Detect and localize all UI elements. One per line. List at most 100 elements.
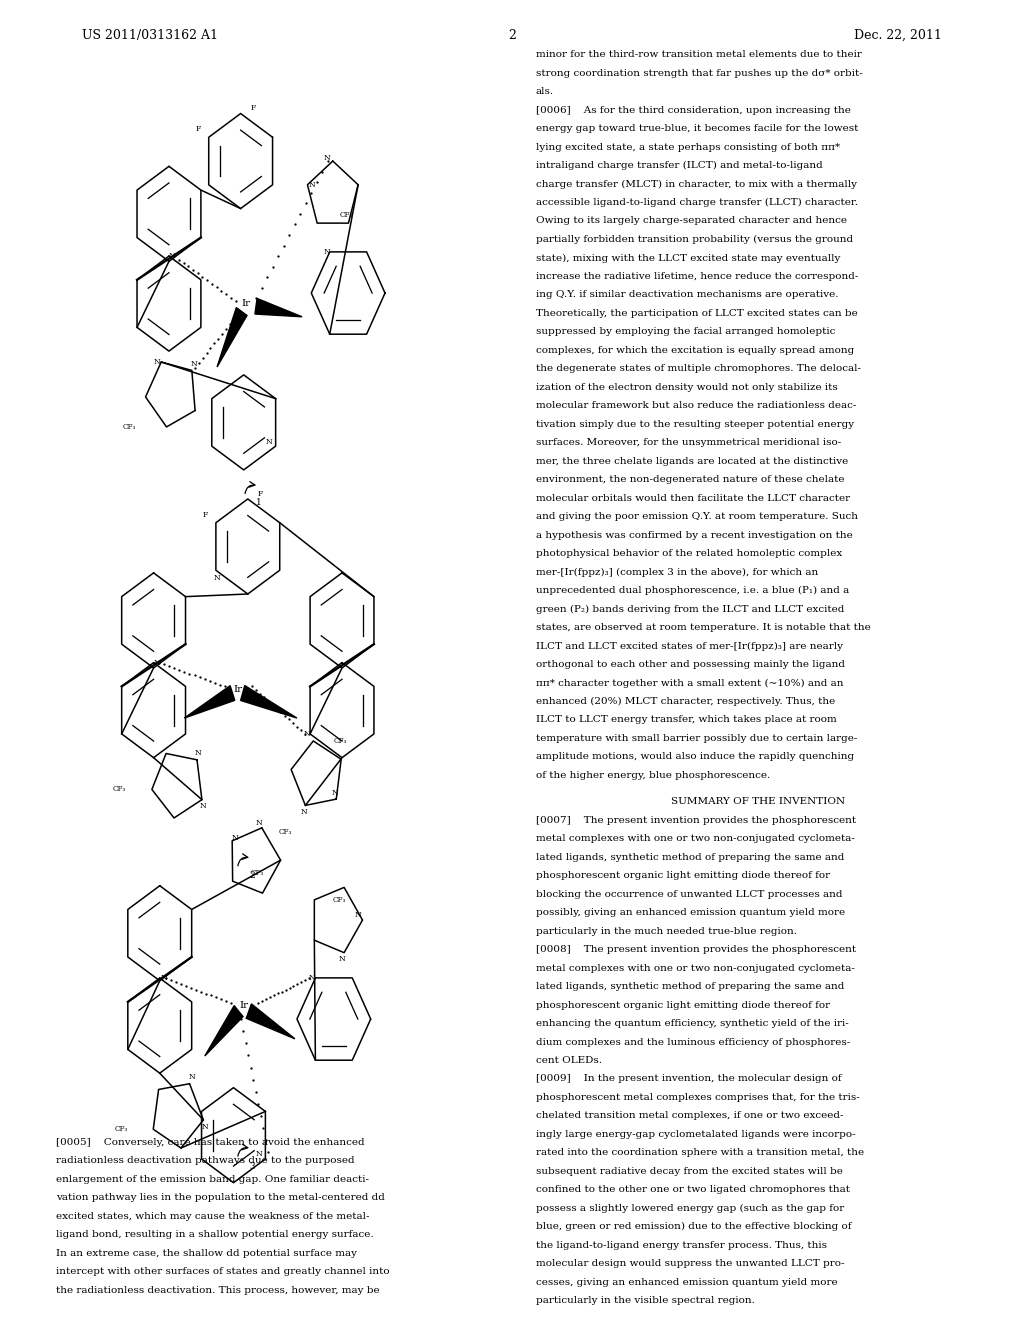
Text: N: N (309, 974, 315, 982)
Text: [0005]    Conversely, care has taken to avoid the enhanced: [0005] Conversely, care has taken to avo… (56, 1138, 365, 1147)
Text: cent OLEDs.: cent OLEDs. (536, 1056, 601, 1065)
Text: CF₃: CF₃ (251, 870, 264, 878)
Text: the radiationless deactivation. This process, however, may be: the radiationless deactivation. This pro… (56, 1286, 380, 1295)
Text: surfaces. Moreover, for the unsymmetrical meridional iso-: surfaces. Moreover, for the unsymmetrica… (536, 438, 841, 447)
Text: N: N (190, 360, 198, 368)
Text: N: N (266, 438, 272, 446)
Text: [0009]    In the present invention, the molecular design of: [0009] In the present invention, the mol… (536, 1074, 841, 1084)
Text: N: N (355, 911, 361, 919)
Text: als.: als. (536, 87, 554, 96)
Text: ingly large energy-gap cyclometalated ligands were incorpo-: ingly large energy-gap cyclometalated li… (536, 1130, 855, 1139)
Text: possess a slightly lowered energy gap (such as the gap for: possess a slightly lowered energy gap (s… (536, 1204, 844, 1213)
Text: phosphorescent organic light emitting diode thereof for: phosphorescent organic light emitting di… (536, 871, 829, 880)
Text: rated into the coordination sphere with a transition metal, the: rated into the coordination sphere with … (536, 1148, 863, 1158)
Text: 2: 2 (249, 871, 255, 880)
Text: Theoretically, the participation of LLCT excited states can be: Theoretically, the participation of LLCT… (536, 309, 857, 318)
Text: [0008]    The present invention provides the phosphorescent: [0008] The present invention provides th… (536, 945, 856, 954)
Text: F: F (203, 511, 208, 519)
Text: metal complexes with one or two non-conjugated cyclometa-: metal complexes with one or two non-conj… (536, 834, 854, 843)
Text: N: N (200, 803, 206, 810)
Text: N: N (304, 730, 310, 738)
Text: excited states, which may cause the weakness of the metal-: excited states, which may cause the weak… (56, 1212, 370, 1221)
Text: 1: 1 (256, 498, 262, 507)
Text: molecular framework but also reduce the radiationless deac-: molecular framework but also reduce the … (536, 401, 856, 411)
Text: F: F (196, 125, 201, 133)
Text: N: N (195, 750, 202, 758)
Text: energy gap toward true-blue, it becomes facile for the lowest: energy gap toward true-blue, it becomes … (536, 124, 858, 133)
Text: of the higher energy, blue phosphorescence.: of the higher energy, blue phosphorescen… (536, 771, 770, 780)
Text: charge transfer (MLCT) in character, to mix with a thermally: charge transfer (MLCT) in character, to … (536, 180, 856, 189)
Text: ππ* character together with a small extent (~10%) and an: ππ* character together with a small exte… (536, 678, 843, 688)
Text: orthogonal to each other and possessing mainly the ligand: orthogonal to each other and possessing … (536, 660, 845, 669)
Text: mer, the three chelate ligands are located at the distinctive: mer, the three chelate ligands are locat… (536, 457, 848, 466)
Text: N: N (256, 1150, 262, 1158)
Text: enhanced (20%) MLCT character, respectively. Thus, the: enhanced (20%) MLCT character, respectiv… (536, 697, 835, 706)
Text: lying excited state, a state perhaps consisting of both ππ*: lying excited state, a state perhaps con… (536, 143, 840, 152)
Text: N: N (301, 808, 307, 816)
Text: 2: 2 (508, 29, 516, 42)
Text: F: F (257, 490, 263, 498)
Text: and giving the poor emission Q.Y. at room temperature. Such: and giving the poor emission Q.Y. at roo… (536, 512, 857, 521)
Text: ing Q.Y. if similar deactivation mechanisms are operative.: ing Q.Y. if similar deactivation mechani… (536, 290, 838, 300)
Text: radiationless deactivation pathways due to the purposed: radiationless deactivation pathways due … (56, 1156, 355, 1166)
Text: N: N (161, 974, 167, 982)
Text: intercept with other surfaces of states and greatly channel into: intercept with other surfaces of states … (56, 1267, 390, 1276)
Text: enhancing the quantum efficiency, synthetic yield of the iri-: enhancing the quantum efficiency, synthe… (536, 1019, 848, 1028)
Text: ization of the electron density would not only stabilize its: ization of the electron density would no… (536, 383, 838, 392)
Text: the ligand-to-ligand energy transfer process. Thus, this: the ligand-to-ligand energy transfer pro… (536, 1241, 826, 1250)
Text: possibly, giving an enhanced emission quantum yield more: possibly, giving an enhanced emission qu… (536, 908, 845, 917)
Text: [0006]    As for the third consideration, upon increasing the: [0006] As for the third consideration, u… (536, 106, 850, 115)
Text: environment, the non-degenerated nature of these chelate: environment, the non-degenerated nature … (536, 475, 844, 484)
Text: N: N (324, 154, 330, 162)
Text: ILCT and LLCT excited states of mer-[Ir(fppz)₃] are nearly: ILCT and LLCT excited states of mer-[Ir(… (536, 642, 843, 651)
Text: CF₃: CF₃ (113, 785, 126, 793)
Text: amplitude motions, would also induce the rapidly quenching: amplitude motions, would also induce the… (536, 752, 854, 762)
Text: particularly in the visible spectral region.: particularly in the visible spectral reg… (536, 1296, 755, 1305)
Text: green (P₂) bands deriving from the ILCT and LLCT excited: green (P₂) bands deriving from the ILCT … (536, 605, 844, 614)
Text: CF₃: CF₃ (333, 896, 346, 904)
Text: intraligand charge transfer (ILCT) and metal-to-ligand: intraligand charge transfer (ILCT) and m… (536, 161, 822, 170)
Text: CF₃: CF₃ (115, 1125, 128, 1134)
Text: CF₃: CF₃ (123, 422, 136, 430)
Text: the degenerate states of multiple chromophores. The delocal-: the degenerate states of multiple chromo… (536, 364, 860, 374)
Text: phosphorescent metal complexes comprises that, for the tris-: phosphorescent metal complexes comprises… (536, 1093, 859, 1102)
Text: blue, green or red emission) due to the effective blocking of: blue, green or red emission) due to the … (536, 1222, 851, 1232)
Text: temperature with small barrier possibly due to certain large-: temperature with small barrier possibly … (536, 734, 857, 743)
Text: partially forbidden transition probability (versus the ground: partially forbidden transition probabili… (536, 235, 853, 244)
Text: accessible ligand-to-ligand charge transfer (LLCT) character.: accessible ligand-to-ligand charge trans… (536, 198, 857, 207)
Text: CF₃: CF₃ (334, 737, 347, 744)
Polygon shape (246, 1005, 295, 1039)
Text: minor for the third-row transition metal elements due to their: minor for the third-row transition metal… (536, 50, 861, 59)
Text: particularly in the much needed true-blue region.: particularly in the much needed true-blu… (536, 927, 797, 936)
Text: molecular design would suppress the unwanted LLCT pro-: molecular design would suppress the unwa… (536, 1259, 844, 1269)
Text: a hypothesis was confirmed by a recent investigation on the: a hypothesis was confirmed by a recent i… (536, 531, 852, 540)
Text: state), mixing with the LLCT excited state may eventually: state), mixing with the LLCT excited sta… (536, 253, 840, 263)
Text: N: N (214, 574, 220, 582)
Text: SUMMARY OF THE INVENTION: SUMMARY OF THE INVENTION (671, 797, 845, 807)
Text: strong coordination strength that far pushes up the dσ* orbit-: strong coordination strength that far pu… (536, 69, 862, 78)
Text: blocking the occurrence of unwanted LLCT processes and: blocking the occurrence of unwanted LLCT… (536, 890, 842, 899)
Text: Owing to its largely charge-separated character and hence: Owing to its largely charge-separated ch… (536, 216, 847, 226)
Text: ILCT to LLCT energy transfer, which takes place at room: ILCT to LLCT energy transfer, which take… (536, 715, 837, 725)
Text: N: N (169, 252, 175, 260)
Text: N: N (231, 834, 239, 842)
Text: N: N (324, 248, 330, 256)
Text: lated ligands, synthetic method of preparing the same and: lated ligands, synthetic method of prepa… (536, 982, 844, 991)
Text: unprecedented dual phosphorescence, i.e. a blue (P₁) and a: unprecedented dual phosphorescence, i.e.… (536, 586, 849, 595)
Text: vation pathway lies in the population to the metal-centered dd: vation pathway lies in the population to… (56, 1193, 385, 1203)
Text: increase the radiative lifetime, hence reduce the correspond-: increase the radiative lifetime, hence r… (536, 272, 858, 281)
Text: N: N (202, 1122, 209, 1130)
Text: N: N (154, 358, 161, 366)
Text: CF₃: CF₃ (340, 211, 353, 219)
Polygon shape (255, 298, 302, 317)
Polygon shape (205, 1006, 243, 1056)
Text: N: N (188, 1073, 195, 1081)
Text: ligand bond, resulting in a shallow potential energy surface.: ligand bond, resulting in a shallow pote… (56, 1230, 374, 1239)
Text: N: N (154, 659, 160, 667)
Text: Ir: Ir (233, 685, 242, 693)
Text: confined to the other one or two ligated chromophores that: confined to the other one or two ligated… (536, 1185, 850, 1195)
Text: In an extreme case, the shallow dd potential surface may: In an extreme case, the shallow dd poten… (56, 1249, 357, 1258)
Text: Ir: Ir (240, 1002, 248, 1010)
Text: cesses, giving an enhanced emission quantum yield more: cesses, giving an enhanced emission quan… (536, 1278, 838, 1287)
Text: subsequent radiative decay from the excited states will be: subsequent radiative decay from the exci… (536, 1167, 843, 1176)
